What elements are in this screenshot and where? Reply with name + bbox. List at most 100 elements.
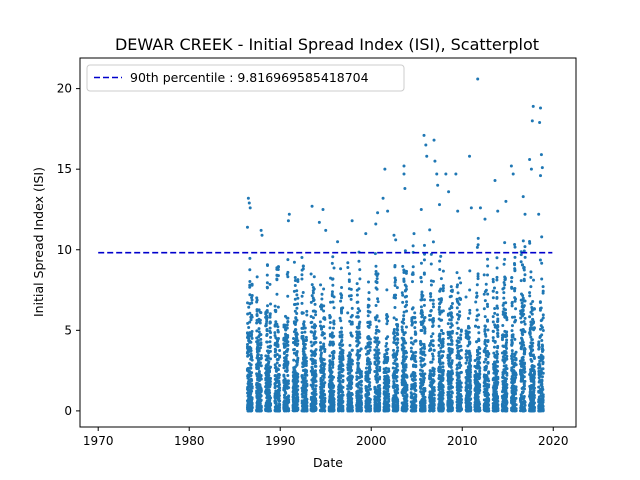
data-point bbox=[456, 326, 460, 330]
data-point bbox=[323, 396, 327, 400]
data-point bbox=[273, 363, 277, 367]
data-point bbox=[304, 370, 308, 374]
data-point bbox=[311, 384, 315, 388]
data-point bbox=[400, 291, 404, 295]
data-point bbox=[293, 297, 297, 301]
data-point bbox=[286, 374, 290, 378]
data-point bbox=[304, 391, 308, 395]
data-point bbox=[413, 374, 417, 378]
scatter-points bbox=[245, 77, 545, 413]
data-point bbox=[283, 325, 287, 329]
data-point bbox=[396, 324, 400, 328]
data-point bbox=[429, 292, 433, 296]
data-point bbox=[276, 325, 280, 329]
data-point bbox=[249, 352, 253, 356]
data-point bbox=[431, 298, 435, 302]
data-point bbox=[282, 366, 286, 370]
data-point bbox=[441, 337, 445, 341]
data-point bbox=[455, 271, 459, 275]
data-point bbox=[413, 378, 417, 382]
data-point bbox=[377, 329, 381, 333]
data-point bbox=[265, 340, 269, 344]
data-point bbox=[405, 269, 408, 273]
data-point bbox=[276, 368, 280, 372]
data-point bbox=[450, 401, 454, 405]
data-point bbox=[432, 348, 436, 352]
data-point bbox=[259, 406, 263, 409]
data-point bbox=[295, 362, 299, 366]
data-point bbox=[340, 338, 344, 342]
data-point bbox=[276, 274, 280, 278]
data-point bbox=[392, 348, 396, 352]
data-point bbox=[396, 328, 400, 332]
data-point bbox=[357, 287, 361, 291]
data-point bbox=[268, 382, 272, 386]
data-point bbox=[322, 287, 326, 291]
data-point bbox=[376, 348, 380, 352]
data-point bbox=[459, 385, 463, 389]
data-point bbox=[303, 342, 307, 346]
data-point bbox=[246, 301, 250, 305]
data-point bbox=[314, 401, 318, 405]
data-point bbox=[376, 336, 380, 340]
data-point bbox=[409, 336, 413, 340]
data-point bbox=[422, 258, 426, 262]
data-point bbox=[314, 379, 318, 383]
data-point bbox=[429, 298, 433, 302]
data-point bbox=[441, 397, 445, 401]
data-point bbox=[304, 363, 308, 367]
data-point bbox=[332, 397, 336, 401]
data-point bbox=[378, 383, 382, 387]
data-point bbox=[423, 362, 427, 366]
data-point bbox=[404, 285, 408, 289]
data-point bbox=[302, 323, 306, 327]
data-point bbox=[259, 387, 263, 391]
data-point bbox=[300, 255, 304, 259]
data-point bbox=[332, 306, 336, 310]
data-point bbox=[386, 315, 390, 319]
data-point bbox=[366, 314, 370, 318]
data-point bbox=[359, 383, 363, 387]
data-point bbox=[439, 254, 443, 258]
data-point bbox=[438, 337, 442, 341]
data-point bbox=[449, 294, 453, 298]
chart-title: DEWAR CREEK - Initial Spread Index (ISI)… bbox=[115, 35, 539, 54]
data-point bbox=[422, 376, 426, 380]
data-point bbox=[385, 288, 389, 292]
data-point bbox=[301, 264, 305, 268]
data-point bbox=[330, 370, 334, 374]
data-point bbox=[341, 357, 345, 361]
data-point bbox=[268, 321, 272, 325]
data-point bbox=[300, 277, 304, 281]
data-point bbox=[422, 303, 426, 307]
data-point bbox=[322, 373, 326, 377]
data-point bbox=[448, 356, 452, 360]
data-point bbox=[359, 403, 363, 407]
data-point bbox=[368, 368, 372, 372]
data-point bbox=[304, 335, 308, 339]
data-point bbox=[413, 316, 417, 320]
data-point bbox=[259, 398, 263, 402]
data-point bbox=[432, 372, 436, 376]
data-point bbox=[278, 399, 282, 403]
data-point bbox=[250, 294, 254, 297]
data-point bbox=[286, 347, 290, 351]
data-point bbox=[396, 338, 400, 341]
data-point bbox=[310, 344, 314, 348]
data-point bbox=[439, 287, 443, 291]
data-point bbox=[248, 279, 252, 283]
data-point bbox=[256, 339, 260, 343]
data-point bbox=[401, 293, 405, 297]
data-point bbox=[429, 294, 433, 298]
data-point bbox=[387, 395, 391, 399]
data-point bbox=[277, 409, 281, 413]
data-point bbox=[376, 272, 380, 276]
data-point bbox=[278, 402, 282, 406]
data-point bbox=[259, 311, 263, 315]
data-point bbox=[368, 362, 372, 366]
data-point bbox=[265, 329, 269, 333]
data-point bbox=[459, 344, 463, 348]
data-point bbox=[358, 268, 362, 272]
data-point bbox=[459, 356, 463, 360]
